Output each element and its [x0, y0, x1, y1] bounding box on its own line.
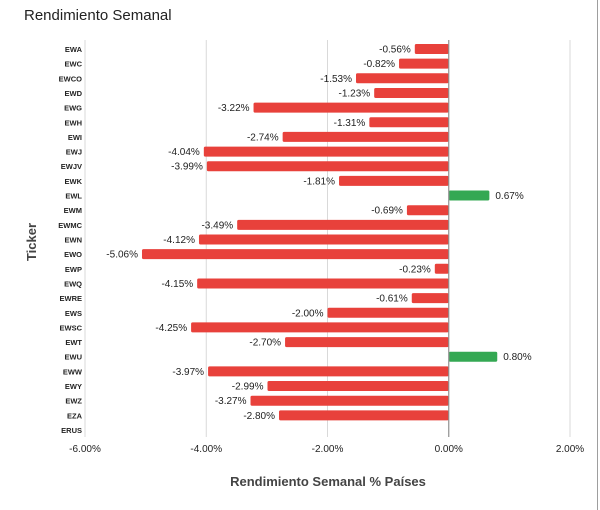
- bars: [141, 40, 498, 437]
- category-label: EWA: [65, 45, 83, 54]
- category-label: EWRE: [60, 294, 83, 303]
- data-label: -2.80%: [243, 411, 275, 422]
- data-label: -4.12%: [163, 235, 195, 246]
- bar: [411, 293, 449, 304]
- bar: [237, 219, 449, 230]
- category-label: EWG: [64, 104, 82, 113]
- bar: [434, 263, 449, 274]
- category-label: EWY: [65, 382, 82, 391]
- category-label: EWS: [65, 309, 82, 318]
- data-label: -0.56%: [379, 45, 411, 56]
- category-label: EWCO: [59, 74, 82, 83]
- category-label: EWSC: [60, 323, 83, 332]
- bar: [267, 381, 449, 392]
- category-label: EZA: [67, 411, 83, 420]
- x-tick-labels: -6.00% -4.00% -2.00% 0.00% 2.00%: [69, 444, 584, 455]
- data-label: -3.49%: [201, 220, 233, 231]
- bar: [197, 278, 449, 289]
- category-label: EWZ: [65, 397, 82, 406]
- data-labels: -0.56% -0.82% -1.53% -1.23% -3.22% -1.31% -2.7…: [106, 45, 531, 422]
- bar: [406, 205, 449, 216]
- bar: [369, 117, 449, 128]
- data-label: -3.27%: [215, 396, 247, 407]
- data-label: -3.99%: [171, 162, 203, 173]
- category-label: EWM: [64, 206, 82, 215]
- category-label: EWMC: [58, 221, 82, 230]
- data-label: -2.70%: [249, 338, 281, 349]
- bar: [355, 73, 449, 84]
- data-label: 0.67%: [495, 191, 523, 202]
- category-label: EWJV: [61, 162, 82, 171]
- bar: [399, 58, 449, 69]
- data-label: -0.69%: [371, 206, 403, 217]
- bar: [339, 175, 449, 186]
- data-label: -1.23%: [338, 88, 370, 99]
- data-label: -2.99%: [232, 382, 264, 393]
- x-tick-label: -2.00%: [312, 444, 344, 455]
- bar: [208, 366, 449, 377]
- data-label: -2.00%: [292, 308, 324, 319]
- x-tick-label: 2.00%: [556, 444, 584, 455]
- category-label: EWN: [65, 236, 83, 245]
- category-label: EWI: [68, 133, 82, 142]
- bar: [141, 249, 449, 260]
- category-label: EWJ: [66, 148, 82, 157]
- bar: [448, 190, 490, 201]
- category-label: EWD: [65, 89, 83, 98]
- data-label: -2.74%: [247, 132, 279, 143]
- category-label: EWQ: [64, 279, 82, 288]
- bar: [198, 234, 449, 245]
- x-tick-label: -4.00%: [190, 444, 222, 455]
- data-label: -3.97%: [172, 367, 204, 378]
- bar: [279, 410, 449, 421]
- data-label: 0.80%: [503, 352, 531, 363]
- y-axis-title: Ticker: [24, 223, 39, 261]
- data-label: -1.53%: [320, 74, 352, 85]
- bar: [282, 131, 449, 142]
- category-label: EWH: [65, 118, 83, 127]
- bar: [191, 322, 449, 333]
- x-tick-label: 0.00%: [435, 444, 463, 455]
- category-label: EWU: [65, 353, 83, 362]
- bar: [206, 161, 449, 172]
- bar: [203, 146, 449, 157]
- data-label: -1.31%: [334, 118, 366, 129]
- x-axis-title: Rendimiento Semanal % Países: [230, 474, 426, 489]
- bar: [285, 337, 449, 348]
- category-label: EWL: [65, 192, 82, 201]
- x-tick-label: -6.00%: [69, 444, 101, 455]
- data-label: -0.61%: [376, 294, 408, 305]
- category-labels: EWA EWC EWCO EWD EWG EWH EWI EWJ EWJV EWK EWL EWM EW…: [58, 45, 83, 435]
- category-label: EWW: [63, 367, 83, 376]
- data-label: -4.25%: [155, 323, 187, 334]
- data-label: -4.15%: [161, 279, 193, 290]
- data-label: -0.82%: [363, 59, 395, 70]
- data-label: -3.22%: [218, 103, 250, 114]
- bar: [253, 102, 449, 113]
- bar: [250, 395, 449, 406]
- bar: [448, 351, 498, 362]
- bar: [414, 44, 449, 54]
- category-label: EWK: [65, 177, 83, 186]
- chart-title: Rendimiento Semanal: [24, 7, 172, 24]
- data-label: -4.04%: [168, 147, 200, 158]
- bar: [327, 307, 449, 318]
- frame-border: [597, 0, 598, 510]
- data-label: -5.06%: [106, 250, 138, 261]
- data-label: -1.81%: [303, 176, 335, 187]
- category-label: EWC: [65, 60, 83, 69]
- category-label: EWO: [64, 250, 82, 259]
- bar: [374, 87, 449, 98]
- category-label: EWT: [65, 338, 82, 347]
- data-label: -0.23%: [399, 264, 431, 275]
- category-label: ERUS: [61, 426, 82, 435]
- category-label: EWP: [65, 265, 82, 274]
